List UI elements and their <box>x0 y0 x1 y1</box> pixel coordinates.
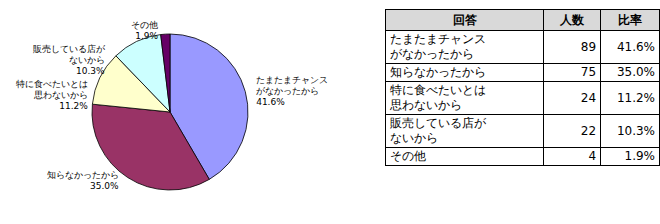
svg-text:販売している店が: 販売している店が <box>33 44 106 54</box>
svg-text:がなかったから: がなかったから <box>256 86 319 96</box>
html-text:22: 22 <box>580 123 596 138</box>
html-text:11.2%: 11.2% <box>616 90 655 105</box>
svg-text:35.0%: 35.0% <box>90 181 119 191</box>
html-text:4: 4 <box>588 149 596 163</box>
html-text:販売している店が ないから: 販売している店が ないから <box>390 116 486 145</box>
html-text:人数: 人数 <box>560 12 585 27</box>
svg-text:10.3%: 10.3% <box>76 66 105 76</box>
html-text:知らなかったから: 知らなかったから <box>390 65 486 79</box>
html-text:特に食べたいとは 思わないから: 特に食べたいとは 思わないから <box>390 83 486 112</box>
svg-text:11.2%: 11.2% <box>59 101 88 111</box>
svg-text:1.9%: 1.9% <box>135 31 158 41</box>
html-text:比率: 比率 <box>618 12 642 27</box>
svg-text:特に食べたいとは: 特に食べたいとは <box>16 79 88 89</box>
html-text:その他: その他 <box>390 149 426 163</box>
svg-text:41.6%: 41.6% <box>256 97 285 107</box>
html-text:75: 75 <box>580 65 596 79</box>
html-text:41.6%: 41.6% <box>616 39 655 54</box>
html-text:たまたまチャンス がなかったから: たまたまチャンス がなかったから <box>390 32 486 61</box>
svg-text:ないから: ないから <box>69 55 105 65</box>
svg-text:知らなかったから: 知らなかったから <box>47 170 119 180</box>
html-text:1.9%: 1.9% <box>624 149 655 163</box>
html-text:回答: 回答 <box>452 12 477 27</box>
html-text:35.0%: 35.0% <box>616 65 655 79</box>
html-text:10.3%: 10.3% <box>616 123 655 138</box>
html-text:89: 89 <box>580 39 596 54</box>
html-text:24: 24 <box>580 90 596 105</box>
svg-text:思わないから: 思わないから <box>33 90 88 100</box>
svg-text:たまたまチャンス: たまたまチャンス <box>256 75 328 85</box>
svg-text:その他: その他 <box>131 20 158 30</box>
